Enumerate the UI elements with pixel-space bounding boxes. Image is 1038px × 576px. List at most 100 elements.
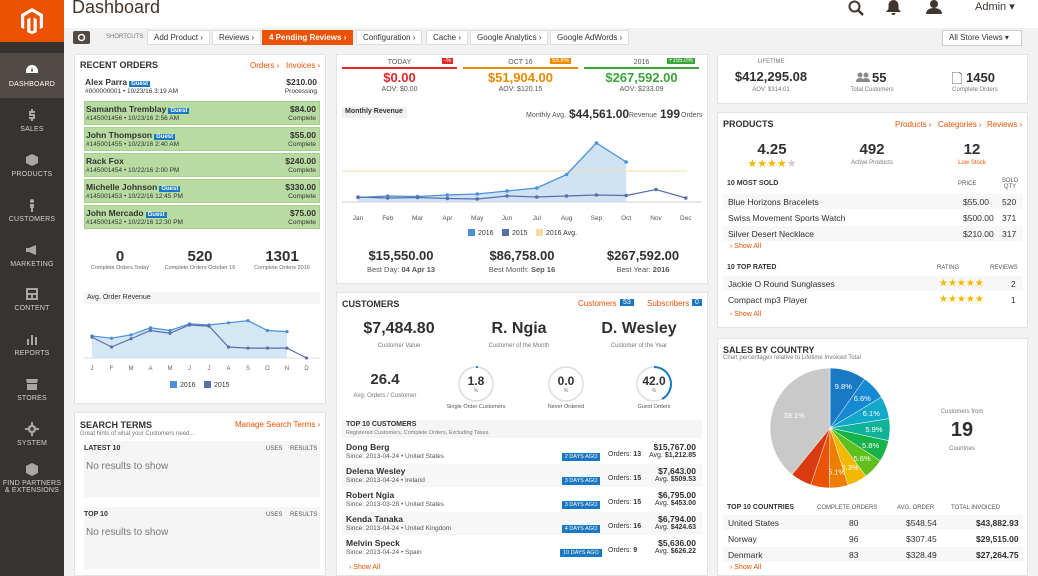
nav-system[interactable]: SYSTEM bbox=[0, 412, 64, 457]
customer-value: $7,484.80 bbox=[363, 320, 435, 337]
top-customer-row[interactable]: Melvin Speck Since: 2013-04-24 • Spain 10 … bbox=[342, 536, 702, 559]
shortcuts-toggle-button[interactable] bbox=[73, 31, 90, 44]
avg-prefix: Avg. bbox=[654, 524, 669, 531]
pie-slice-label: 5.6% bbox=[854, 454, 871, 463]
order-stat-value: 1301 bbox=[265, 248, 299, 265]
order-row[interactable]: Alex Parra Guest #000000001 • 10/23/16 3:1… bbox=[84, 75, 320, 99]
customer-of-month[interactable]: R. Ngia bbox=[491, 320, 547, 337]
shortcut-4[interactable]: Cache › bbox=[426, 30, 469, 45]
low-stock-label[interactable]: Low Stock bbox=[958, 160, 986, 166]
nav-products[interactable]: PRODUCTS bbox=[0, 143, 64, 188]
bell-icon[interactable] bbox=[886, 0, 901, 16]
invoices-link[interactable]: Invoices › bbox=[286, 61, 321, 70]
customers-show-all-link[interactable]: › Show All bbox=[349, 564, 381, 571]
nav-stores[interactable]: STORES bbox=[0, 367, 64, 412]
aov-point-y2015 bbox=[304, 356, 309, 360]
top-customer-avg: Avg. $509.53 bbox=[655, 476, 696, 483]
admin-user-menu[interactable]: Admin ▾ bbox=[975, 1, 1015, 13]
orders-prefix: Orders: bbox=[608, 475, 632, 482]
revenue-point-y2016 bbox=[535, 186, 539, 190]
aov-point-y2016 bbox=[168, 328, 172, 333]
nav-label: REPORTS bbox=[14, 350, 50, 357]
search-icon[interactable] bbox=[848, 0, 864, 16]
shortcut-0[interactable]: Add Product › bbox=[147, 30, 210, 45]
search-terms-subtitle: Great hints of what your Customers need.… bbox=[80, 431, 195, 437]
revenue-point-y2016 bbox=[564, 172, 569, 177]
top-customer-row[interactable]: Kenda Tanaka Since: 2013-04-24 • United K… bbox=[342, 512, 702, 535]
most-sold-show-all[interactable]: › Show All bbox=[730, 243, 762, 250]
rated-stars: ★★★★★ bbox=[939, 278, 984, 289]
customer-of-year[interactable]: D. Wesley bbox=[601, 320, 677, 337]
revenue-aov: AOV: $233.09 bbox=[619, 86, 664, 93]
order-name: Samantha Tremblay bbox=[86, 104, 167, 114]
complete-orders-label: Complete Orders bbox=[952, 87, 998, 93]
pie-slice-label: 5.3% bbox=[842, 463, 859, 472]
pie-slice-label: 5.1% bbox=[828, 468, 845, 477]
aov-month-label: A bbox=[226, 366, 230, 372]
nav-sales[interactable]: SALES bbox=[0, 98, 64, 143]
top-customer-since: Since: 2013-04-24 • Ireland bbox=[346, 477, 425, 484]
recent-orders-title: RECENT ORDERS bbox=[80, 60, 159, 70]
manage-search-terms-link[interactable]: Manage Search Terms › bbox=[235, 420, 321, 429]
shortcut-5[interactable]: Google Analytics › bbox=[470, 30, 549, 45]
orders-link[interactable]: Orders › bbox=[250, 61, 280, 70]
dollar-icon bbox=[29, 109, 35, 121]
revenue-change-badge: -% bbox=[442, 58, 454, 64]
pie-slice-label: 39.1% bbox=[784, 411, 806, 420]
shortcut-1[interactable]: Reviews › bbox=[212, 30, 262, 45]
nav-reports[interactable]: REPORTS bbox=[0, 322, 64, 367]
order-total: $84.00 bbox=[290, 104, 316, 114]
country-row[interactable] bbox=[723, 515, 1023, 530]
country-total: $27,264.75 bbox=[976, 550, 1019, 560]
country-orders: 96 bbox=[849, 534, 859, 544]
top-rated-row[interactable] bbox=[723, 276, 1023, 291]
store-view-switcher[interactable]: All Store Views ▾ bbox=[942, 30, 1022, 46]
order-row[interactable]: John Thompson Guest #145001455 • 10/23/16 … bbox=[84, 127, 320, 151]
order-row[interactable]: Rack Fox #145001454 • 10/22/16 2:00 PM $24… bbox=[84, 153, 320, 177]
nav-label: DASHBOARD bbox=[8, 81, 56, 88]
revenue-legend-label: 2016 bbox=[478, 230, 494, 237]
top-customer-row[interactable]: Delena Wesley Since: 2013-04-24 • Ireland… bbox=[342, 464, 702, 487]
shortcut-2[interactable]: 4 Pending Reviews › bbox=[262, 30, 354, 45]
reviews-link[interactable]: Reviews › bbox=[987, 120, 1023, 129]
top-customer-row[interactable]: Dong Berg Since: 2013-04-24 • United Stat… bbox=[342, 440, 702, 463]
order-row[interactable]: John Mercado Guest #145001452 • 10/22/16 1… bbox=[84, 205, 320, 229]
magento-logo[interactable] bbox=[0, 0, 64, 42]
top-10-search-heading: TOP 10 bbox=[84, 511, 108, 518]
country-avg: $548.54 bbox=[906, 518, 937, 528]
subscribers-link[interactable]: Subscribers bbox=[647, 299, 690, 308]
customers-from-label: Customers from bbox=[940, 409, 984, 415]
complete-orders-value: 1450 bbox=[966, 70, 995, 85]
shortcut-3[interactable]: Configuration › bbox=[356, 30, 423, 45]
nav-customers[interactable]: CUSTOMERS bbox=[0, 188, 64, 233]
revenue-month-label: Jun bbox=[502, 215, 513, 222]
order-customer-name: Samantha Tremblay Guest bbox=[86, 104, 190, 114]
top-rated-show-all[interactable]: › Show All bbox=[730, 311, 762, 318]
country-row[interactable] bbox=[723, 547, 1023, 562]
most-sold-row[interactable] bbox=[723, 194, 1023, 209]
top-customer-orders: Orders: 13 bbox=[608, 451, 641, 458]
most-sold-row[interactable] bbox=[723, 226, 1023, 241]
order-row[interactable]: Michelle Johnson Guest #145001453 • 10/22/… bbox=[84, 179, 320, 203]
aov-point-y2015 bbox=[109, 345, 114, 349]
revenue-legend-swatch bbox=[502, 229, 509, 236]
categories-link[interactable]: Categories › bbox=[938, 120, 982, 129]
shortcut-6[interactable]: Google AdWords › bbox=[550, 30, 630, 45]
top-no-results: No results to show bbox=[86, 527, 169, 538]
nav-find-partners-extensions[interactable]: FIND PARTNERS & EXTENSIONS bbox=[0, 458, 64, 498]
customers-link[interactable]: Customers bbox=[578, 299, 617, 308]
top-customer-orders: Orders: 9 bbox=[608, 547, 637, 554]
top-customer-total: $15,767.00 bbox=[653, 442, 696, 452]
top-customer-orders: Orders: 15 bbox=[608, 499, 641, 506]
best-date: Sep 16 bbox=[530, 265, 556, 274]
nav-content[interactable]: CONTENT bbox=[0, 277, 64, 322]
products-link[interactable]: Products › bbox=[895, 120, 932, 129]
nav-dashboard[interactable]: DASHBOARD bbox=[0, 53, 64, 98]
top-customer-row[interactable]: Robert Ngia Since: 2013-03-28 • United St… bbox=[342, 488, 702, 511]
revenue-month-label: Apr bbox=[442, 215, 453, 222]
countries-show-all[interactable]: › Show All bbox=[730, 564, 762, 571]
user-icon[interactable] bbox=[926, 0, 942, 14]
nav-marketing[interactable]: MARKETING bbox=[0, 233, 64, 278]
revenue-month-label: Jul bbox=[533, 215, 542, 222]
order-row[interactable]: Samantha Tremblay Guest #145001456 • 10/23… bbox=[84, 101, 320, 125]
